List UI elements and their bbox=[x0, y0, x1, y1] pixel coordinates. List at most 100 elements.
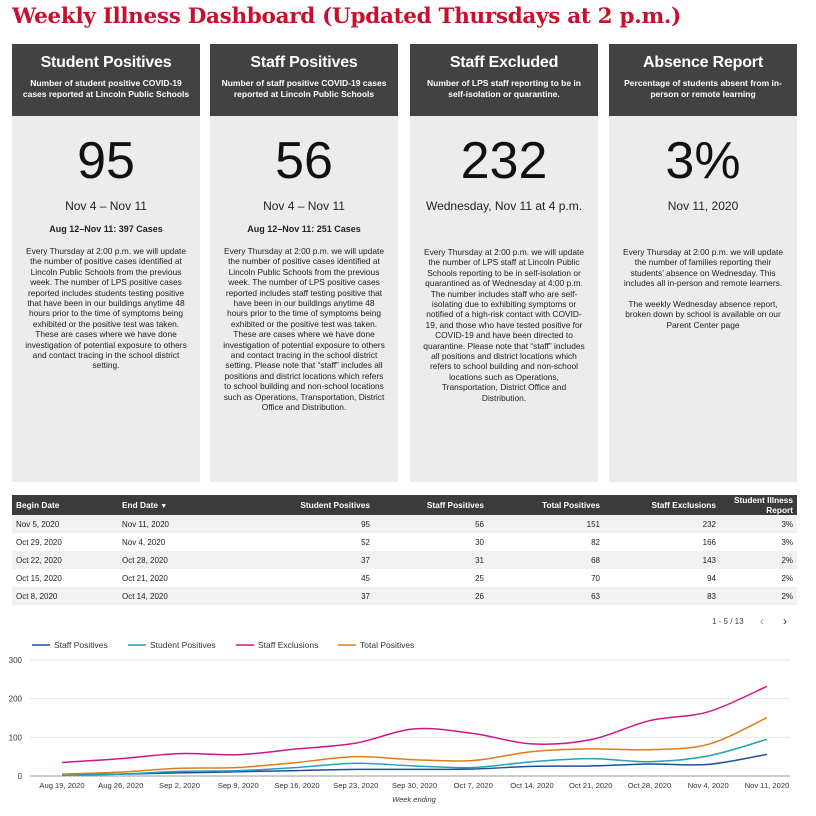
dashboard-title: Weekly Illness Dashboard (Updated Thursd… bbox=[12, 4, 681, 29]
card-date: Nov 11, 2020 bbox=[667, 199, 739, 213]
table-cell: Oct 14, 2020 bbox=[118, 587, 226, 605]
table-cell: 30 bbox=[475, 537, 484, 547]
card-student-positives: Student Positives Number of student posi… bbox=[12, 44, 200, 482]
column-header-label: End Date bbox=[122, 500, 158, 510]
table-cell: 70 bbox=[591, 573, 600, 583]
card-value: 56 bbox=[275, 132, 333, 190]
series-line-total-positives bbox=[61, 716, 768, 775]
series-line-staff-exclusions bbox=[61, 685, 768, 764]
table-cell: 3% bbox=[781, 537, 793, 547]
x-tick-label: Aug 19, 2020 bbox=[39, 781, 84, 790]
table-cell: Oct 21, 2020 bbox=[122, 573, 168, 583]
x-tick-label: Oct 21, 2020 bbox=[569, 781, 612, 790]
table-cell: 68 bbox=[488, 551, 604, 569]
card-subtitle: Number of student positive COVID-19 case… bbox=[22, 78, 190, 99]
table-cell: 37 bbox=[226, 551, 374, 569]
table-cell: Oct 22, 2020 bbox=[12, 551, 118, 569]
x-tick-label: Oct 28, 2020 bbox=[628, 781, 671, 790]
table-cell: 2% bbox=[781, 573, 793, 583]
card-description: Every Thursday at 2:00 p.m. we will upda… bbox=[623, 247, 783, 330]
table-cell: Nov 5, 2020 bbox=[12, 515, 118, 533]
card-total: Aug 12–Nov 11: 251 Cases bbox=[247, 224, 361, 234]
weekly-data-table: Begin Date End Date ▼ Student Positives … bbox=[12, 495, 797, 605]
column-header-student-illness-report[interactable]: Student Illness Report bbox=[720, 495, 797, 515]
table-body: Nov 5, 2020 Nov 11, 2020 95 56 151 232 3% Oct 2… bbox=[12, 515, 797, 605]
chevron-left-icon[interactable]: ‹ bbox=[760, 614, 764, 628]
y-tick-label: 100 bbox=[9, 733, 23, 742]
table-cell: 94 bbox=[707, 573, 716, 583]
table-cell: 151 bbox=[488, 515, 604, 533]
x-tick-label: Nov 11, 2020 bbox=[745, 781, 790, 790]
card-staff-positives: Staff Positives Number of staff positive… bbox=[210, 44, 398, 482]
table-cell: 25 bbox=[475, 573, 484, 583]
table-cell: 37 bbox=[226, 587, 374, 605]
chevron-right-icon[interactable]: › bbox=[783, 614, 787, 628]
series-line-student-positives bbox=[61, 738, 768, 776]
card-value: 95 bbox=[77, 132, 135, 190]
table-row: Oct 8, 2020 Oct 14, 2020 37 26 63 83 2% bbox=[12, 587, 797, 605]
weekly-trend-chart: 0 100 200 300 Aug 19, 2020 Aug 26, 2020 Sep 2,… bbox=[9, 640, 790, 804]
x-tick-label: Oct 14, 2020 bbox=[510, 781, 553, 790]
legend-label: Total Positives bbox=[360, 640, 414, 650]
table-cell: Oct 28, 2020 bbox=[118, 551, 226, 569]
column-header-staff-exclusions[interactable]: Staff Exclusions bbox=[604, 495, 720, 515]
x-tick-label: Nov 4, 2020 bbox=[688, 781, 729, 790]
table-header-row: Begin Date End Date ▼ Student Positives … bbox=[12, 495, 797, 515]
x-tick-label: Sep 16, 2020 bbox=[274, 781, 319, 790]
card-header: Absence Report Percentage of students ab… bbox=[609, 44, 797, 116]
column-header-begin-date[interactable]: Begin Date bbox=[12, 495, 118, 515]
card-total: Aug 12–Nov 11: 397 Cases bbox=[49, 224, 163, 234]
card-title: Staff Excluded bbox=[449, 54, 559, 71]
table-cell: 56 bbox=[374, 515, 488, 533]
card-value: 3% bbox=[665, 132, 741, 190]
card-header: Staff Positives Number of staff positive… bbox=[210, 44, 398, 116]
table-row: Oct 15, 2020 Oct 21, 2020 45 25 70 94 2% bbox=[12, 569, 797, 587]
table-cell: 143 bbox=[604, 551, 720, 569]
sort-descending-icon: ▼ bbox=[160, 503, 168, 510]
column-header-student-positives[interactable]: Student Positives bbox=[226, 495, 374, 515]
legend-label: Student Positives bbox=[150, 640, 216, 650]
card-description: Every Thursday at 2:00 p.m. we will upda… bbox=[25, 246, 187, 371]
table-cell: Nov 4, 2020 bbox=[122, 537, 166, 547]
card-header: Staff Excluded Number of LPS staff repor… bbox=[410, 44, 598, 116]
column-header-end-date[interactable]: End Date ▼ bbox=[118, 495, 226, 515]
y-tick-label: 300 bbox=[9, 656, 23, 665]
legend-label: Staff Exclusions bbox=[258, 640, 318, 650]
table-cell: 26 bbox=[374, 587, 488, 605]
table-row: Oct 29, 2020 Nov 4, 2020 52 30 82 166 3% bbox=[12, 533, 797, 551]
card-description: Every Thursday at 2:00 p.m. we will upda… bbox=[423, 247, 585, 403]
card-absence-report: Absence Report Percentage of students ab… bbox=[609, 44, 797, 482]
card-title: Student Positives bbox=[40, 54, 172, 71]
table-cell: Oct 15, 2020 bbox=[16, 573, 62, 583]
table-cell: 232 bbox=[604, 515, 720, 533]
card-date: Nov 4 – Nov 11 bbox=[65, 199, 147, 213]
column-header-staff-positives[interactable]: Staff Positives bbox=[374, 495, 488, 515]
table-cell: 166 bbox=[702, 537, 716, 547]
table-cell: 2% bbox=[720, 587, 797, 605]
table-cell: 82 bbox=[591, 537, 600, 547]
card-description: Every Thursday at 2:00 p.m. we will upda… bbox=[223, 246, 385, 413]
table-cell: 95 bbox=[226, 515, 374, 533]
x-tick-label: Aug 26, 2020 bbox=[98, 781, 143, 790]
card-title: Absence Report bbox=[643, 54, 763, 71]
table-cell: Oct 8, 2020 bbox=[12, 587, 118, 605]
table-cell: 2% bbox=[720, 551, 797, 569]
card-value: 232 bbox=[460, 132, 548, 190]
table-cell: 45 bbox=[361, 573, 370, 583]
x-tick-label: Oct 7, 2020 bbox=[454, 781, 493, 790]
x-tick-label: Sep 2, 2020 bbox=[159, 781, 200, 790]
card-subtitle: Percentage of students absent from in-pe… bbox=[624, 78, 782, 99]
card-date: Nov 4 – Nov 11 bbox=[263, 199, 345, 213]
card-subtitle: Number of LPS staff reporting to be in s… bbox=[427, 78, 581, 99]
card-subtitle: Number of staff positive COVID-19 cases … bbox=[221, 78, 387, 99]
x-tick-label: Sep 23, 2020 bbox=[333, 781, 378, 790]
card-date: Wednesday, Nov 11 at 4 p.m. bbox=[425, 199, 583, 213]
table-cell: 31 bbox=[374, 551, 488, 569]
pagination-label: 1 - 5 / 13 bbox=[712, 617, 744, 626]
x-tick-label: Sep 30, 2020 bbox=[392, 781, 437, 790]
series-line-staff-positives bbox=[61, 753, 768, 776]
column-header-total-positives[interactable]: Total Positives bbox=[488, 495, 604, 515]
card-header: Student Positives Number of student posi… bbox=[12, 44, 200, 116]
table-cell: 52 bbox=[361, 537, 370, 547]
table-cell: 83 bbox=[604, 587, 720, 605]
